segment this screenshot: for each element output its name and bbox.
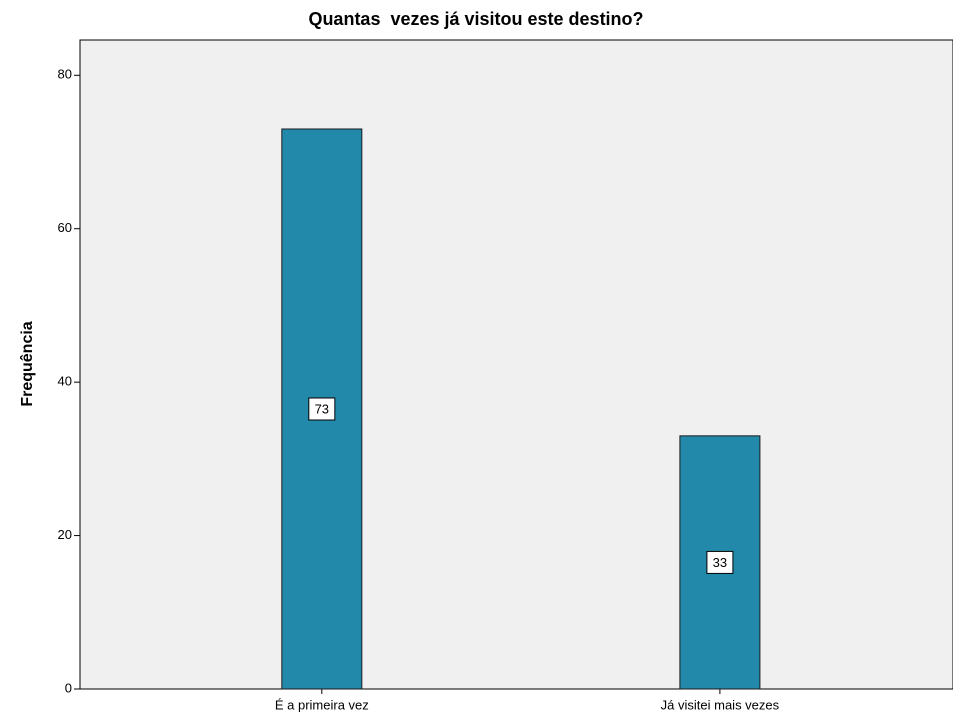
data-label: 33 (713, 555, 727, 570)
y-tick-label: 80 (58, 67, 72, 82)
plot-area (79, 39, 953, 690)
data-label: 73 (315, 401, 329, 416)
x-tick-label: Já visitei mais vezes (661, 697, 780, 712)
y-tick-label: 40 (58, 374, 72, 389)
y-tick-label: 20 (58, 527, 72, 542)
bar (281, 128, 363, 690)
chart-title: Quantas vezes já visitou este destino? (308, 9, 643, 29)
y-axis-label: Frequência (19, 321, 36, 406)
data-label-box (308, 397, 336, 421)
y-tick-label: 60 (58, 220, 72, 235)
y-tick-label: 0 (65, 680, 72, 695)
data-label-box (706, 550, 734, 574)
x-tick-label: É a primeira vez (275, 697, 369, 712)
